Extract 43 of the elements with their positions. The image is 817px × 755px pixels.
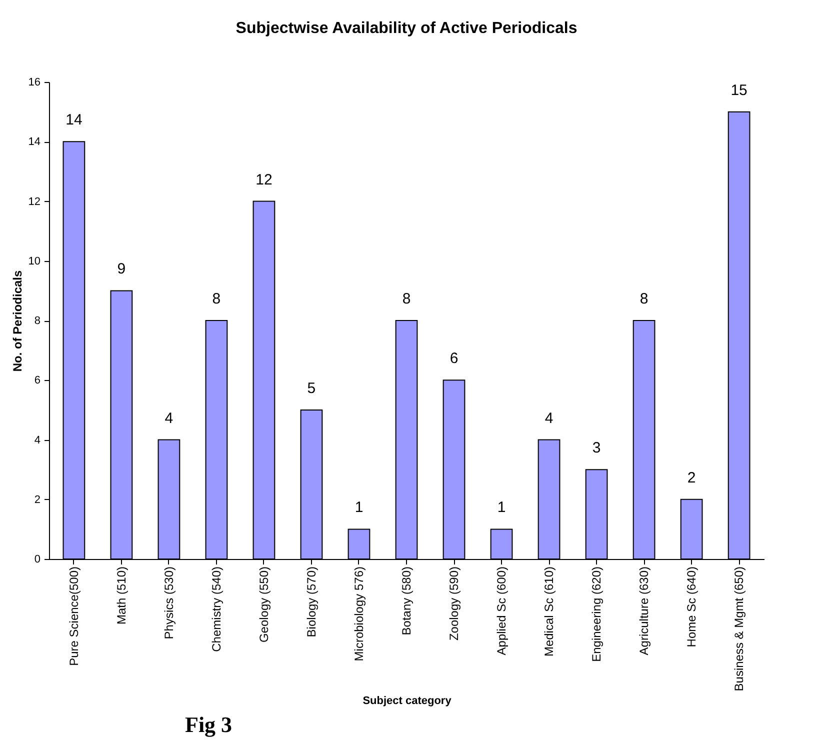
x-tick-label: Physics (530)	[162, 566, 176, 640]
y-tick-label: 16	[28, 76, 40, 88]
caption: Fig 3	[185, 712, 232, 738]
x-tick-label: Math (510)	[114, 566, 128, 625]
data-label: 15	[730, 82, 748, 99]
data-label: 8	[402, 290, 411, 308]
data-label: 1	[354, 499, 364, 516]
x-tick-label: Geology (550)	[256, 566, 271, 643]
data-label: 9	[117, 260, 126, 278]
data-label: 14	[66, 112, 82, 129]
x-tick-label: Agriculture (630)	[637, 566, 652, 656]
x-tick-label: Zoology (590)	[447, 566, 462, 641]
data-label: 5	[307, 380, 316, 397]
x-tick-label: Biology (570)	[304, 566, 318, 638]
data-label: 8	[640, 290, 648, 308]
x-axis-title: Subject category	[362, 695, 452, 708]
y-tick-label: 0	[34, 554, 40, 566]
data-label: 8	[212, 290, 221, 308]
y-tick-label: 10	[28, 255, 40, 268]
data-label: 4	[164, 410, 174, 427]
data-label: 4	[544, 410, 554, 427]
x-tick-label: Applied Sc (600)	[494, 566, 509, 656]
chart-title: Subjectwise Availability of Active Periodicals	[236, 20, 578, 37]
x-tick-label: Chemistry (540)	[209, 566, 224, 652]
x-tick-label: Microbiology 576)	[352, 566, 366, 662]
x-tick-label: Botany (580)	[400, 566, 414, 636]
data-label: 2	[687, 469, 696, 486]
data-label: 3	[592, 440, 601, 457]
data-label: 6	[450, 350, 458, 368]
x-tick-label: Pure Science(500)	[66, 566, 81, 666]
y-tick-label: 12	[28, 196, 40, 208]
y-axis-title: No. of Periodicals	[10, 270, 24, 372]
y-tick-label: 2	[34, 494, 40, 506]
y-tick-label: 4	[34, 434, 40, 446]
x-tick-label: Engineering (620)	[590, 566, 604, 662]
x-tick-label: Business & Mgmt (650)	[732, 566, 746, 692]
x-tick-label: Medical Sc (610)	[542, 566, 556, 657]
y-tick-label: 6	[34, 374, 40, 387]
y-tick-label: 8	[34, 315, 40, 327]
y-tick-label: 14	[28, 136, 40, 148]
data-label: 1	[497, 499, 506, 516]
x-tick-label: Home Sc (640)	[684, 566, 699, 648]
data-label: 12	[256, 171, 272, 188]
